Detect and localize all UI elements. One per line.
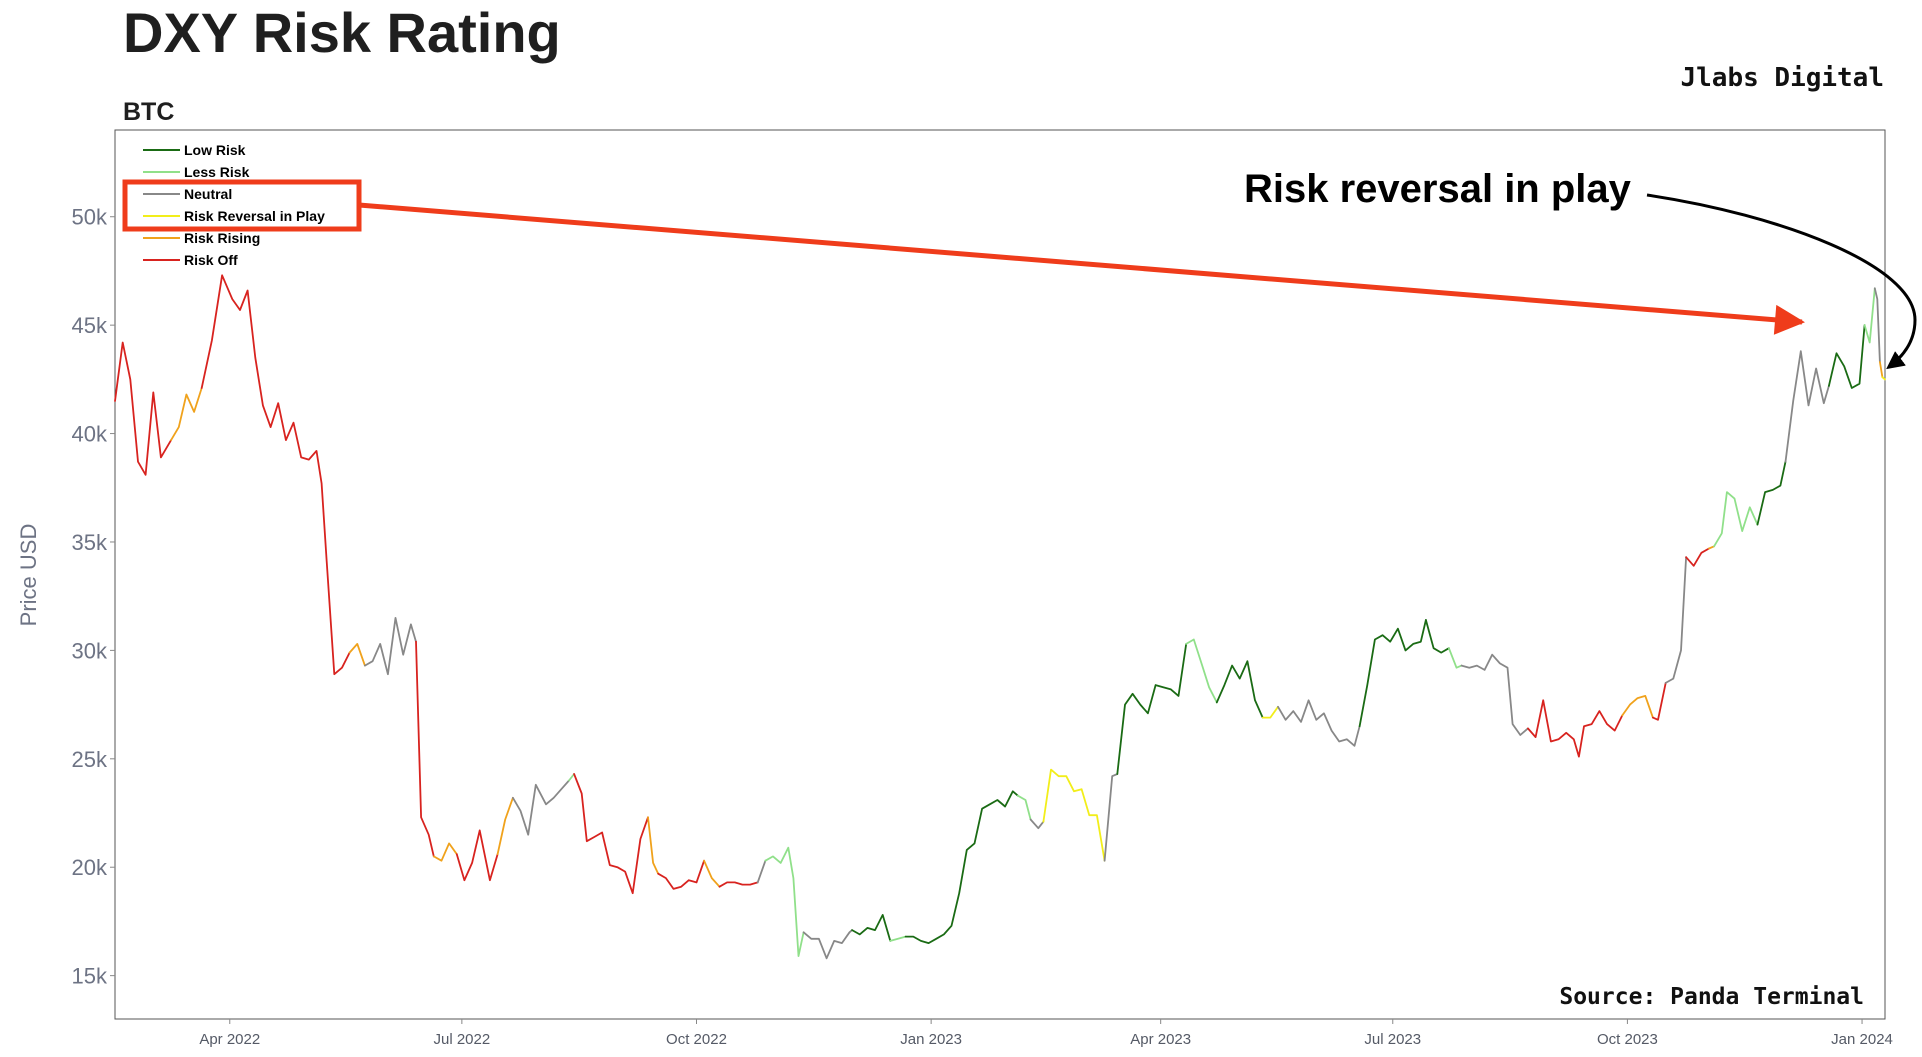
- x-tick-label: Apr 2022: [199, 1031, 260, 1048]
- y-axis-label: Price USD: [16, 524, 41, 627]
- series-risk-rising: [348, 643, 366, 667]
- annotation-arrow: [1646, 193, 1917, 370]
- x-tick-label: Oct 2022: [666, 1031, 727, 1048]
- series-risk-off: [1527, 699, 1624, 758]
- series-neutral: [802, 929, 853, 960]
- y-tick-label: 30k: [72, 638, 108, 663]
- series-neutral: [1277, 699, 1361, 747]
- legend-label: Risk Off: [184, 252, 238, 268]
- series-neutral: [512, 779, 570, 836]
- series-low-risk: [1358, 619, 1427, 728]
- annotation-text: Risk reversal in play: [1244, 167, 1632, 211]
- series-risk-rising: [170, 387, 203, 442]
- legend-label: Less Risk: [184, 164, 250, 180]
- series-risk-off: [573, 773, 649, 895]
- series-less-risk: [889, 935, 907, 942]
- y-tick-label: 40k: [72, 422, 108, 447]
- series-risk-rising: [1708, 545, 1715, 550]
- series-risk-reversal-in-play: [1881, 376, 1886, 381]
- y-axis: 15k 20k 25k 30k 35k 40k 45k 50k: [72, 205, 115, 989]
- x-tick-label: Jul 2023: [1364, 1031, 1421, 1048]
- series-risk-off: [200, 274, 351, 676]
- y-tick-label: 20k: [72, 855, 108, 880]
- plot-area: [114, 129, 1886, 1020]
- y-tick-label: 15k: [72, 964, 108, 989]
- series-less-risk: [1863, 287, 1876, 344]
- legend: Low Risk Less Risk Neutral Risk Reversal in…: [143, 142, 325, 268]
- y-tick-label: 50k: [72, 205, 108, 230]
- chart-title: DXY Risk Rating: [123, 1, 561, 64]
- x-tick-label: Apr 2023: [1130, 1031, 1191, 1048]
- y-tick-label: 45k: [72, 313, 108, 338]
- series-low-risk: [1215, 660, 1264, 719]
- legend-label: Low Risk: [184, 142, 246, 158]
- highlight-arrow: [358, 202, 1805, 335]
- series-less-risk: [1448, 647, 1463, 669]
- series-risk-off: [1652, 682, 1667, 721]
- series-low-risk: [1756, 460, 1787, 526]
- x-tick-label: Jan 2024: [1831, 1031, 1893, 1048]
- series-neutral: [363, 617, 417, 676]
- series-less-risk: [764, 846, 805, 957]
- series-risk-off: [1685, 547, 1710, 567]
- x-tick-label: Oct 2023: [1597, 1031, 1658, 1048]
- series-risk-rising: [647, 816, 660, 875]
- x-axis: Apr 2022 Jul 2022 Oct 2022 Jan 2023 Apr 2023…: [199, 1019, 1893, 1048]
- series-less-risk: [1185, 638, 1218, 704]
- series-risk-rising: [1879, 361, 1884, 379]
- series-risk-off: [718, 881, 759, 888]
- series-low-risk: [904, 790, 1019, 944]
- series-risk-rising: [1621, 695, 1654, 719]
- series-neutral: [1103, 773, 1119, 862]
- series-low-risk: [1116, 643, 1188, 775]
- series-neutral: [1784, 350, 1830, 463]
- legend-label: Risk Reversal in Play: [184, 208, 325, 224]
- brand-label: Jlabs Digital: [1681, 63, 1885, 93]
- series-low-risk: [1828, 324, 1866, 389]
- price-series: [114, 274, 1886, 960]
- series-neutral: [756, 859, 767, 884]
- x-tick-label: Jan 2023: [900, 1031, 962, 1048]
- series-risk-off: [455, 829, 499, 882]
- series-neutral: [1460, 653, 1529, 736]
- series-neutral: [1873, 287, 1881, 363]
- series-risk-reversal-in-play: [1042, 768, 1106, 862]
- series-low-risk: [1425, 619, 1450, 654]
- chart-subtitle: BTC: [123, 98, 174, 126]
- legend-label: Neutral: [184, 186, 232, 202]
- series-risk-rising: [496, 796, 514, 856]
- series-risk-off: [415, 640, 435, 858]
- y-tick-label: 35k: [72, 530, 108, 555]
- series-neutral: [1029, 818, 1045, 830]
- series-risk-rising: [432, 842, 458, 862]
- series-low-risk: [851, 914, 892, 942]
- series-neutral: [1664, 556, 1687, 684]
- legend-label: Risk Rising: [184, 230, 260, 246]
- series-less-risk: [568, 773, 575, 782]
- series-risk-off: [657, 859, 705, 890]
- source-label: Source: Panda Terminal: [1559, 984, 1864, 1010]
- series-risk-rising: [703, 859, 721, 888]
- series-less-risk: [1017, 794, 1032, 821]
- y-tick-label: 25k: [72, 747, 108, 772]
- series-risk-reversal-in-play: [1261, 705, 1279, 719]
- series-less-risk: [1713, 491, 1759, 548]
- series-risk-off: [114, 341, 173, 476]
- x-tick-label: Jul 2022: [433, 1031, 490, 1048]
